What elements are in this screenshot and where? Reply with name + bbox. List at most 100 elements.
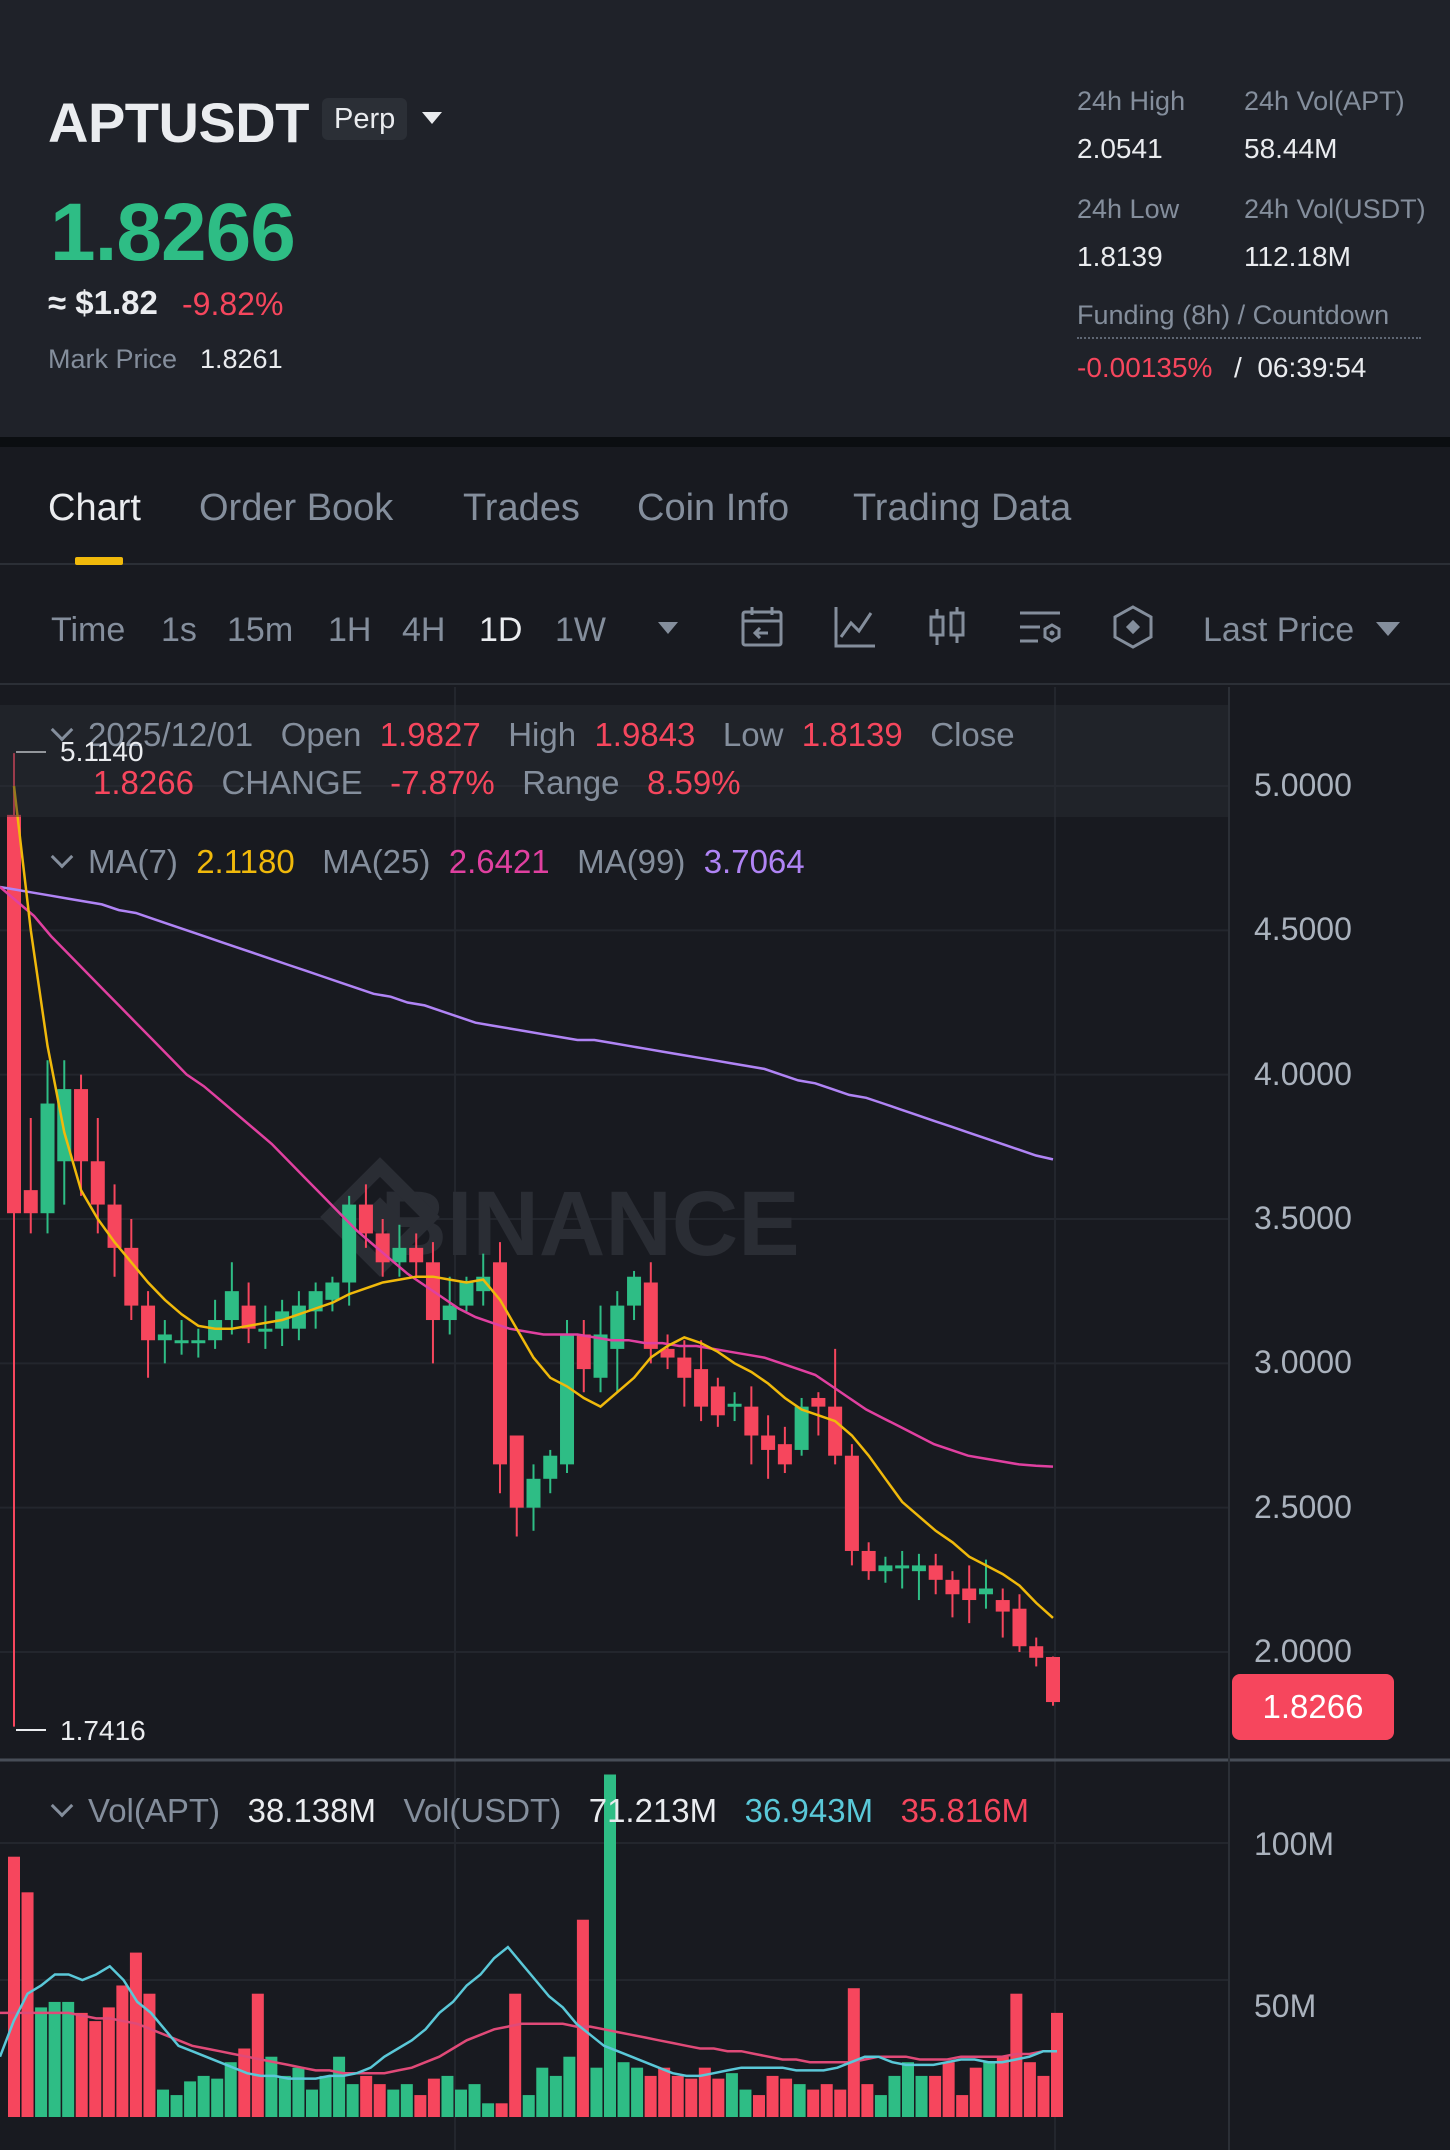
funding-label[interactable]: Funding (8h) / Countdown [1077, 300, 1421, 339]
candle-body [208, 1320, 223, 1341]
hexagon-icon[interactable] [1109, 603, 1157, 651]
tab-trades[interactable]: Trades [463, 487, 580, 529]
candle-body [325, 1282, 340, 1300]
low-24h-label: 24h Low [1077, 194, 1180, 224]
volume-bar [658, 2067, 671, 2117]
candle-type-icon[interactable] [923, 603, 971, 651]
volume-bar [116, 1985, 129, 2117]
volume-bar [21, 1892, 34, 2117]
volume-bar [969, 2067, 982, 2117]
candle-body [409, 1247, 424, 1263]
volume-bar [48, 2001, 61, 2117]
tab-trading-data[interactable]: Trading Data [853, 487, 1072, 529]
candle-body [710, 1386, 725, 1416]
price-axis-label: 4.5000 [1254, 911, 1352, 947]
timeframe-4h[interactable]: 4H [402, 611, 446, 649]
low-label: Low [722, 716, 784, 753]
timeframe-time[interactable]: Time [51, 611, 126, 649]
candle-body [90, 1161, 105, 1205]
volume-bar [468, 2084, 481, 2117]
volume-bar [766, 2075, 779, 2117]
candle-body [291, 1305, 306, 1329]
price-axis-label: 5.0000 [1254, 767, 1352, 803]
high-24h-label: 24h High [1077, 86, 1186, 116]
ticker-header: APTUSDT Perp 1.8266 ≈ $1.82 -9.82% Mark … [0, 0, 1450, 437]
vol-apt-label: Vol(APT) [88, 1792, 221, 1829]
price-type-select[interactable]: Last Price [1203, 611, 1355, 649]
active-tab-indicator [75, 557, 123, 565]
tab-coin-info[interactable]: Coin Info [637, 487, 790, 529]
symbol-dropdown-icon[interactable] [422, 112, 442, 124]
volume-bar [725, 2073, 738, 2117]
volume-bar [739, 2089, 752, 2117]
volume-bar [861, 2084, 874, 2117]
ohlc-legend-row1: 2025/12/01 Open 1.9827 High 1.9843 Low 1… [48, 716, 1015, 754]
timeframe-1s[interactable]: 1s [161, 611, 197, 649]
price-axis-label: 2.5000 [1254, 1489, 1352, 1525]
close-value: 1.8266 [93, 764, 194, 801]
vol-legend: Vol(APT) 38.138M Vol(USDT) 71.213M 36.94… [48, 1792, 1029, 1830]
calendar-icon[interactable] [738, 603, 786, 651]
volume-bar [400, 2084, 413, 2117]
more-timeframes-icon[interactable] [658, 622, 678, 634]
vol-apt-value: 38.138M [247, 1792, 376, 1829]
candle-body [74, 1089, 89, 1162]
volume-ma5-line [0, 1945, 1057, 2080]
candle-body [777, 1444, 792, 1465]
indicator-icon[interactable] [831, 603, 879, 651]
settings-icon[interactable] [1016, 603, 1064, 651]
symbol-title[interactable]: APTUSDT [48, 91, 309, 154]
volume-bar [671, 2075, 684, 2117]
contract-type-badge: Perp [322, 98, 408, 140]
vol-usdt-label: Vol(USDT) [403, 1792, 562, 1829]
ma25-label: MA(25) [322, 843, 431, 880]
tab-order-book[interactable]: Order Book [199, 487, 394, 529]
candle-body [224, 1291, 239, 1321]
chart-toolbar: Time 1s 15m 1H 4H 1D 1W [0, 565, 1450, 685]
candle-body [7, 814, 21, 1214]
candle-body [861, 1550, 876, 1572]
ohlc-date: 2025/12/01 [88, 716, 254, 753]
funding-rate: -0.00135% [1077, 352, 1213, 383]
price-chart[interactable]: BINANCE [0, 687, 1450, 2150]
ma-collapse-chevron-icon[interactable] [50, 845, 74, 869]
volume-bar [211, 2078, 224, 2117]
volume-bar [590, 2067, 603, 2117]
timeframe-1w[interactable]: 1W [555, 611, 606, 649]
change-value: -7.87% [390, 764, 495, 801]
volume-bar [143, 1993, 156, 2117]
high-label: High [508, 716, 577, 753]
tab-chart[interactable]: Chart [48, 487, 141, 529]
price-type-dropdown-icon[interactable] [1376, 622, 1400, 636]
low-value: 1.8139 [801, 716, 903, 753]
high-24h-value: 2.0541 [1077, 133, 1163, 164]
candle-body [342, 1204, 357, 1283]
candle-body [962, 1588, 977, 1601]
timeframe-1h[interactable]: 1H [328, 611, 372, 649]
volume-bar [753, 2095, 765, 2117]
ma25-line [0, 886, 1054, 1468]
volume-bar [1010, 1993, 1023, 2117]
candle-body [258, 1328, 273, 1332]
timeframe-15m[interactable]: 15m [227, 611, 294, 649]
watermark-text: BINANCE [380, 1173, 799, 1275]
ma7-line [12, 785, 1054, 1619]
candle-body [895, 1565, 910, 1569]
close-label: Close [930, 716, 1015, 753]
vol-collapse-chevron-icon[interactable] [50, 1794, 74, 1818]
ma99-label: MA(99) [577, 843, 686, 880]
vol-ma5-value: 36.943M [744, 1792, 874, 1829]
ohlc-legend-background [0, 705, 1228, 817]
volume-bar [576, 1919, 589, 2117]
volume-bar [427, 2078, 440, 2117]
vol-ma10-value: 35.816M [900, 1792, 1030, 1829]
volume-bar [549, 2075, 562, 2117]
candle-body [40, 1103, 55, 1214]
volume-bar [1023, 2062, 1036, 2117]
candle-body [677, 1357, 692, 1378]
usd-approx-price: ≈ $1.82 [48, 284, 158, 321]
ohlc-legend-row2: 1.8266 CHANGE -7.87% Range 8.59% [93, 764, 741, 802]
volume-bar [847, 1988, 860, 2117]
volume-bar [712, 2078, 725, 2117]
timeframe-1d[interactable]: 1D [479, 611, 523, 649]
